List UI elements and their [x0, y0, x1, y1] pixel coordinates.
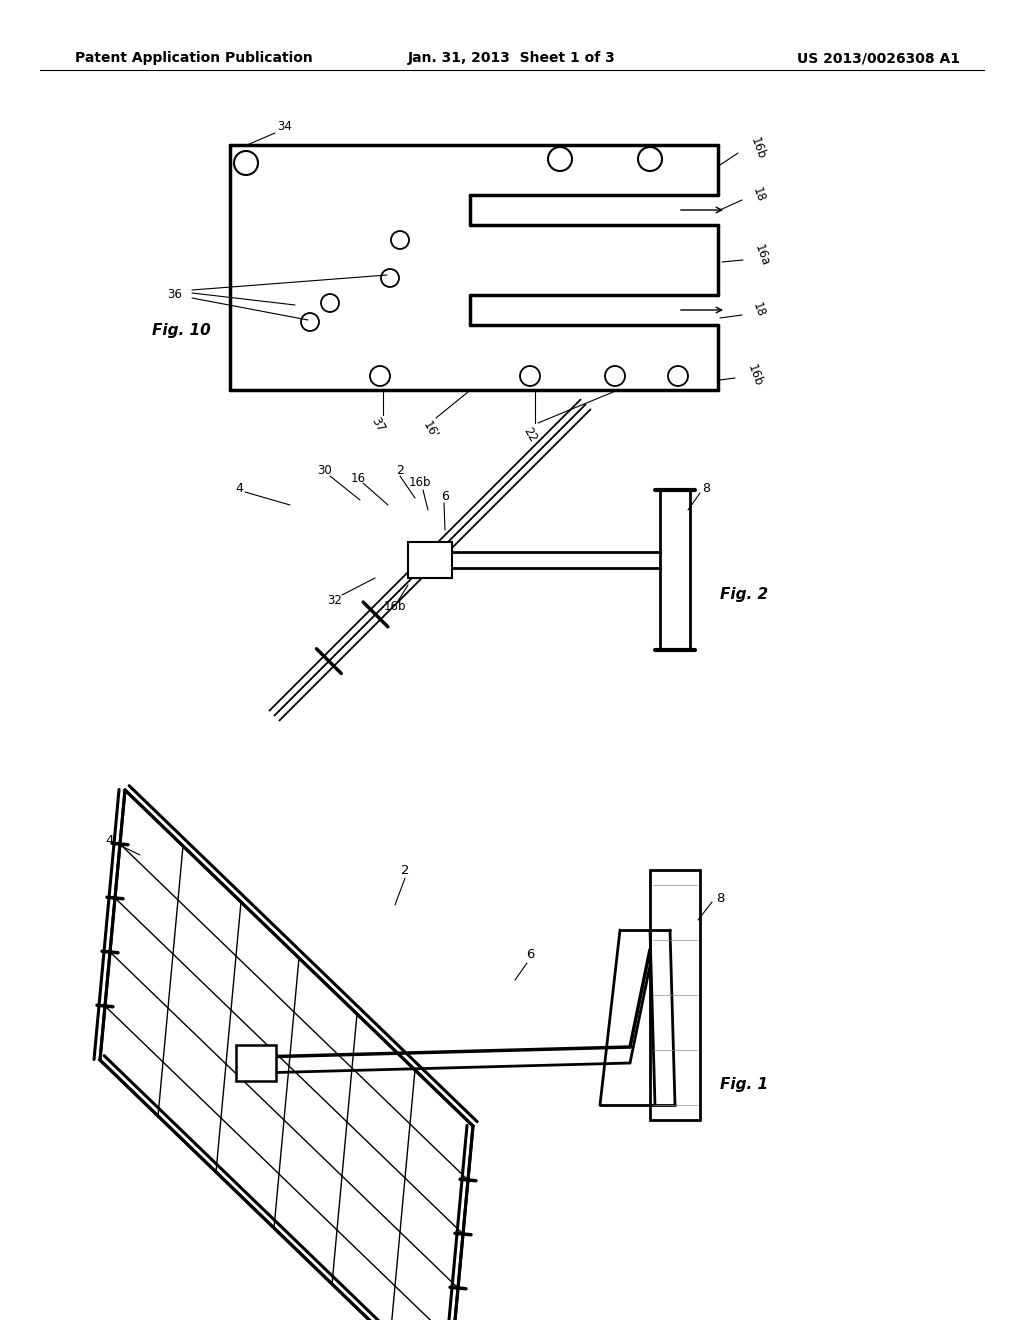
Text: 36: 36: [168, 289, 182, 301]
Text: 18: 18: [750, 186, 767, 205]
Text: 4: 4: [105, 833, 114, 846]
Bar: [408, 543, 452, 578]
Text: 22: 22: [520, 425, 540, 445]
Text: 37: 37: [369, 416, 387, 434]
Text: 6: 6: [525, 949, 535, 961]
Text: 8: 8: [716, 891, 724, 904]
Text: Fig. 1: Fig. 1: [720, 1077, 768, 1093]
Text: 18: 18: [750, 301, 767, 319]
Text: 34: 34: [278, 120, 293, 133]
Text: 6: 6: [441, 490, 449, 503]
Bar: [236, 1045, 275, 1081]
Text: 16': 16': [420, 418, 440, 441]
Text: 2: 2: [400, 863, 410, 876]
Text: 16b: 16b: [384, 599, 407, 612]
Text: Fig. 10: Fig. 10: [152, 322, 211, 338]
Text: 16b: 16b: [409, 475, 431, 488]
Text: 30: 30: [317, 463, 333, 477]
Text: 16b: 16b: [748, 135, 768, 161]
Text: 32: 32: [328, 594, 342, 606]
Text: Jan. 31, 2013  Sheet 1 of 3: Jan. 31, 2013 Sheet 1 of 3: [409, 51, 615, 65]
Text: US 2013/0026308 A1: US 2013/0026308 A1: [797, 51, 961, 65]
Text: Fig. 2: Fig. 2: [720, 587, 768, 602]
Text: 16: 16: [350, 471, 366, 484]
Text: 16b: 16b: [745, 362, 765, 388]
Text: 8: 8: [702, 482, 710, 495]
Text: Patent Application Publication: Patent Application Publication: [75, 51, 312, 65]
Text: 16a: 16a: [752, 243, 772, 268]
Text: 4: 4: [234, 482, 243, 495]
Text: 2: 2: [396, 463, 403, 477]
